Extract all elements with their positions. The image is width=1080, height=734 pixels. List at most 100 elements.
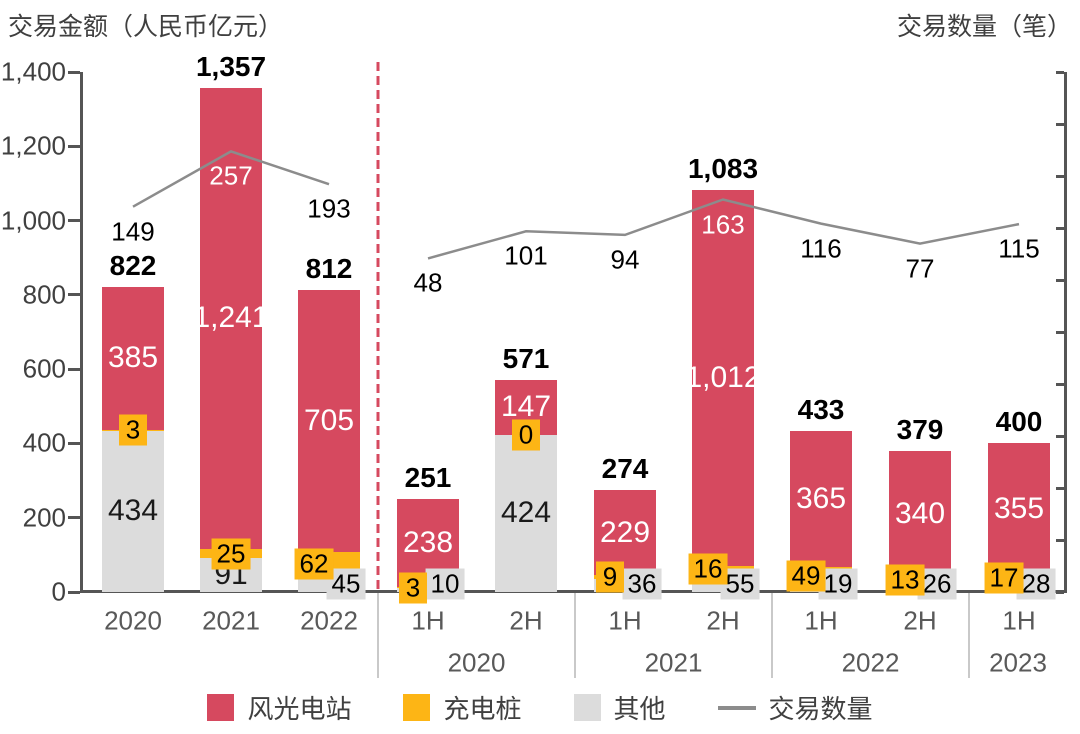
segment-label-wind-solar: 365 — [795, 481, 847, 515]
y2-axis-tick — [1056, 330, 1064, 334]
y2-axis-tick — [1056, 382, 1064, 386]
y-tick-label: 200 — [22, 502, 66, 533]
y2-axis-tick — [1056, 278, 1064, 282]
bar-total-label: 812 — [305, 253, 353, 285]
legend-swatch-line — [717, 705, 756, 710]
legend-swatch-square — [573, 694, 601, 721]
line-point-label: 193 — [307, 193, 351, 224]
y-tick-label: 0 — [51, 576, 66, 607]
segment-badge-charging: 3 — [119, 414, 147, 446]
line-point-label: 101 — [504, 240, 548, 271]
x-tick-label: 2H — [903, 605, 937, 636]
right-axis-title: 交易数量（笔） — [896, 13, 1072, 41]
bar-segment-wind-solar — [889, 451, 951, 578]
year-group-label: 2020 — [447, 647, 506, 678]
bar-total-label: 274 — [601, 453, 649, 485]
y2-axis-tick — [1056, 70, 1064, 74]
legend-swatch-square — [403, 694, 431, 721]
line-point-label: 77 — [905, 253, 935, 284]
bar-segment-wind-solar — [988, 443, 1050, 576]
segment-badge-charging: 3 — [399, 572, 427, 604]
bar-total-label: 400 — [995, 406, 1043, 438]
x-group-separator — [574, 592, 576, 678]
bar-total-label: 251 — [404, 461, 452, 493]
y2-axis-tick — [1056, 590, 1064, 594]
y-tick-label: 1,000 — [0, 205, 66, 236]
legend-item: 其他 — [573, 689, 666, 726]
bar-total-label: 379 — [896, 414, 944, 446]
y-tick-label: 800 — [22, 279, 66, 310]
segment-badge-charging: 0 — [512, 419, 540, 450]
y-axis-left-spine — [80, 72, 83, 592]
x-tick-label: 1H — [608, 605, 642, 636]
x-tick-label: 2021 — [202, 605, 260, 636]
segment-label-wind-solar: 147 — [500, 390, 552, 424]
bar-total-label: 822 — [109, 249, 157, 281]
bar-total-label: 1,083 — [687, 152, 759, 184]
y2-axis-tick — [1056, 226, 1064, 230]
segment-label-wind-solar: 385 — [107, 341, 159, 375]
line-point-label: 257 — [209, 160, 253, 191]
left-axis-title: 交易金额（人民币亿元） — [8, 13, 284, 41]
segment-label-other: 424 — [500, 496, 552, 530]
legend-item: 交易数量 — [717, 689, 873, 726]
x-tick-label: 2022 — [300, 605, 358, 636]
legend-item: 充电桩 — [403, 689, 522, 726]
y-tick-label: 1,200 — [0, 130, 66, 161]
x-axis-line — [80, 590, 1067, 593]
line-point-label: 116 — [800, 233, 842, 264]
year-group-label: 2023 — [989, 647, 1047, 678]
y-tick-label: 1,400 — [0, 56, 66, 87]
y-axis-right-spine — [1064, 72, 1067, 592]
segment-label-wind-solar: 1,012 — [685, 360, 761, 394]
x-tick-label: 2H — [509, 605, 543, 636]
line-point-label: 48 — [413, 267, 443, 298]
x-group-separator — [968, 592, 970, 678]
y-axis-tick — [68, 367, 80, 371]
segment-label-wind-solar: 340 — [894, 497, 946, 531]
y-axis-tick — [68, 219, 80, 223]
bar-segment-wind-solar — [298, 290, 360, 553]
legend-label: 充电桩 — [443, 694, 522, 724]
x-tick-label: 1H — [411, 605, 445, 636]
year-group-label: 2021 — [644, 647, 703, 678]
bar-segment-wind-solar — [594, 490, 656, 576]
line-point-label: 163 — [701, 209, 745, 240]
x-group-separator — [771, 592, 773, 678]
y-tick-label: 400 — [22, 427, 66, 458]
y2-axis-tick — [1056, 486, 1064, 490]
segment-label-wind-solar: 355 — [993, 492, 1045, 526]
bar-segment-wind-solar — [102, 286, 164, 430]
legend-item: 风光电站 — [207, 689, 351, 726]
segment-label-wind-solar: 705 — [303, 404, 355, 438]
line-point-label: 115 — [998, 233, 1040, 264]
y-axis-tick — [68, 441, 80, 445]
legend: 风光电站 充电桩 其他 交易数量 — [0, 689, 1080, 726]
segment-badge-charging: 9 — [596, 561, 624, 593]
year-group-label: 2022 — [841, 647, 900, 678]
y-axis-tick — [68, 144, 80, 148]
line-point-label: 94 — [610, 244, 640, 275]
y2-axis-tick — [1056, 122, 1064, 126]
segment-label-wind-solar: 229 — [599, 515, 651, 549]
y2-axis-tick — [1056, 434, 1064, 438]
y-axis-tick — [68, 590, 80, 594]
bar-total-label: 571 — [502, 342, 550, 374]
segment-badge-charging: 16 — [688, 553, 728, 585]
legend-label: 风光电站 — [247, 694, 352, 724]
x-tick-label: 2H — [706, 605, 740, 636]
bar-segment-other — [102, 430, 164, 592]
x-tick-label: 1H — [804, 605, 838, 636]
y-tick-label: 600 — [22, 353, 66, 384]
legend-swatch-square — [207, 694, 235, 721]
segment-badge-charging: 17 — [984, 562, 1024, 594]
y-axis-tick — [68, 516, 80, 520]
y-axis-tick — [68, 70, 80, 74]
legend-label: 交易数量 — [768, 694, 873, 724]
bar-total-label: 433 — [797, 394, 845, 426]
x-group-separator — [377, 592, 379, 678]
y2-axis-tick — [1056, 174, 1064, 178]
y2-axis-tick — [1056, 538, 1064, 542]
segment-label-other: 434 — [107, 494, 159, 528]
